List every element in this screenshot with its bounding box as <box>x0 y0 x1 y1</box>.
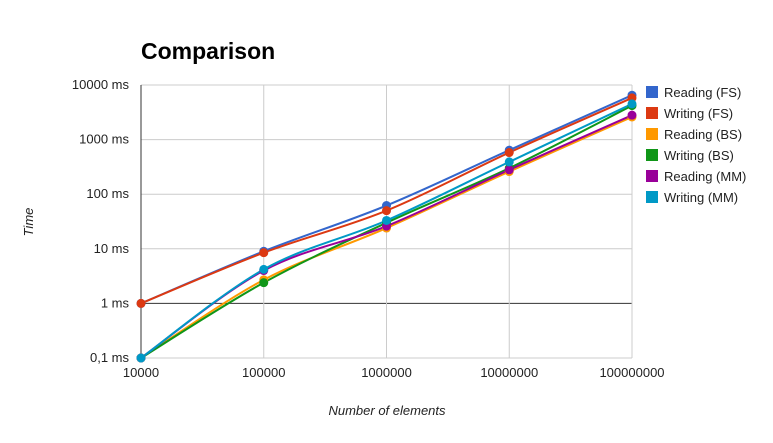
legend-label-writing-fs: Writing (FS) <box>664 106 733 121</box>
legend-label-reading-mm: Reading (MM) <box>664 169 746 184</box>
legend-label-reading-fs: Reading (FS) <box>664 85 741 100</box>
x-axis-ticks: 10000 100000 1000000 10000000 100000000 <box>123 365 665 380</box>
y-axis-title: Time <box>21 208 36 237</box>
legend-label-writing-bs: Writing (BS) <box>664 148 734 163</box>
legend-label-writing-mm: Writing (MM) <box>664 190 738 205</box>
legend-label-reading-bs: Reading (BS) <box>664 127 742 142</box>
x-tick-label: 100000 <box>242 365 285 380</box>
data-point-writing-mm <box>136 353 146 363</box>
data-point-writing-mm <box>382 215 391 225</box>
y-tick-label: 10 ms <box>94 241 130 256</box>
y-axis-ticks: 0,1 ms 1 ms 10 ms 100 ms 1000 ms 10000 ms <box>72 77 130 365</box>
y-tick-label: 1 ms <box>101 295 130 310</box>
legend-swatch-writing-fs <box>646 107 658 119</box>
x-tick-label: 10000 <box>123 365 159 380</box>
data-point-reading-mm <box>627 110 637 120</box>
y-tick-label: 0,1 ms <box>90 350 130 365</box>
y-tick-label: 1000 ms <box>79 132 129 147</box>
chart-title: Comparison <box>141 38 275 64</box>
legend: Reading (FS) Writing (FS) Reading (BS) Writ… <box>646 85 746 205</box>
data-point-writing-fs <box>259 248 269 258</box>
x-tick-label: 100000000 <box>599 365 664 380</box>
x-tick-label: 10000000 <box>480 365 538 380</box>
data-point-writing-mm <box>504 157 514 167</box>
data-point-reading-mm <box>504 165 514 175</box>
x-tick-label: 1000000 <box>361 365 412 380</box>
legend-swatch-writing-mm <box>646 191 658 203</box>
legend-swatch-writing-bs <box>646 149 658 161</box>
data-point-writing-fs <box>382 206 391 216</box>
data-point-writing-mm <box>259 264 269 274</box>
x-axis-title: Number of elements <box>328 403 446 418</box>
data-point-writing-bs <box>259 278 269 288</box>
y-tick-label: 100 ms <box>86 186 129 201</box>
data-point-writing-fs <box>136 298 146 308</box>
legend-swatch-reading-bs <box>646 128 658 140</box>
data-point-writing-mm <box>627 99 637 109</box>
legend-swatch-reading-mm <box>646 170 658 182</box>
data-point-writing-fs <box>504 148 514 158</box>
series-points <box>136 90 637 363</box>
legend-swatch-reading-fs <box>646 86 658 98</box>
y-tick-label: 10000 ms <box>72 77 130 92</box>
